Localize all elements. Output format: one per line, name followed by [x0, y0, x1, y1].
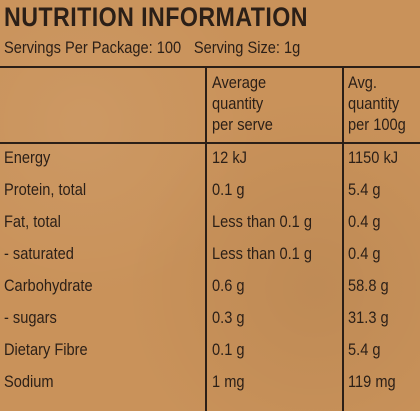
table-top-rule: [0, 66, 420, 68]
per-100g-value: 5.4 g: [348, 180, 381, 199]
header-line: per serve: [212, 115, 273, 134]
servings-per-package: Servings Per Package: 100: [4, 38, 182, 57]
nutrient-name: Sodium: [4, 372, 54, 391]
column-divider-1: [205, 66, 207, 411]
per-serve-value: 0.6 g: [212, 276, 245, 295]
per-100g-value: 58.8 g: [348, 276, 389, 295]
per-serve-value: Less than 0.1 g: [212, 244, 312, 263]
per-100g-value: 0.4 g: [348, 244, 381, 263]
per-100g-value: 1150 kJ: [348, 148, 399, 167]
per-serve-value: 12 kJ: [212, 148, 247, 167]
per-100g-value: 31.3 g: [348, 308, 389, 327]
header-line: Avg.: [348, 73, 377, 92]
per-100g-value: 119 mg: [348, 372, 396, 391]
per-serve-value: 0.1 g: [212, 340, 245, 359]
nutrient-name: - saturated: [4, 244, 74, 263]
nutrient-name: Protein, total: [4, 180, 87, 199]
header-line: quantity: [348, 94, 400, 113]
per-serve-value: 0.3 g: [212, 308, 245, 327]
per-serve-value: Less than 0.1 g: [212, 212, 312, 231]
header-line: per 100g: [348, 115, 406, 134]
nutrient-name: Energy: [4, 148, 51, 167]
per-100g-value: 5.4 g: [348, 340, 381, 359]
nutrient-name: Fat, total: [4, 212, 61, 231]
serving-size: Serving Size: 1g: [193, 38, 301, 57]
header-line: Average: [212, 73, 267, 92]
nutrient-name: - sugars: [4, 308, 57, 327]
per-100g-value: 0.4 g: [348, 212, 381, 231]
nutrient-name: Carbohydrate: [4, 276, 93, 295]
per-serve-value: 1 mg: [212, 372, 245, 391]
panel-title: NUTRITION INFORMATION: [4, 2, 308, 32]
column-header-per-serve: Average quantity per serve: [212, 72, 273, 135]
servings-line: Servings Per Package: 100 Serving Size: …: [4, 38, 300, 58]
header-bottom-rule: [0, 142, 420, 144]
column-header-per-100g: Avg. quantity per 100g: [348, 72, 406, 135]
header-line: quantity: [212, 94, 264, 113]
nutrient-name: Dietary Fibre: [4, 340, 88, 359]
per-serve-value: 0.1 g: [212, 180, 245, 199]
column-divider-2: [342, 66, 344, 411]
